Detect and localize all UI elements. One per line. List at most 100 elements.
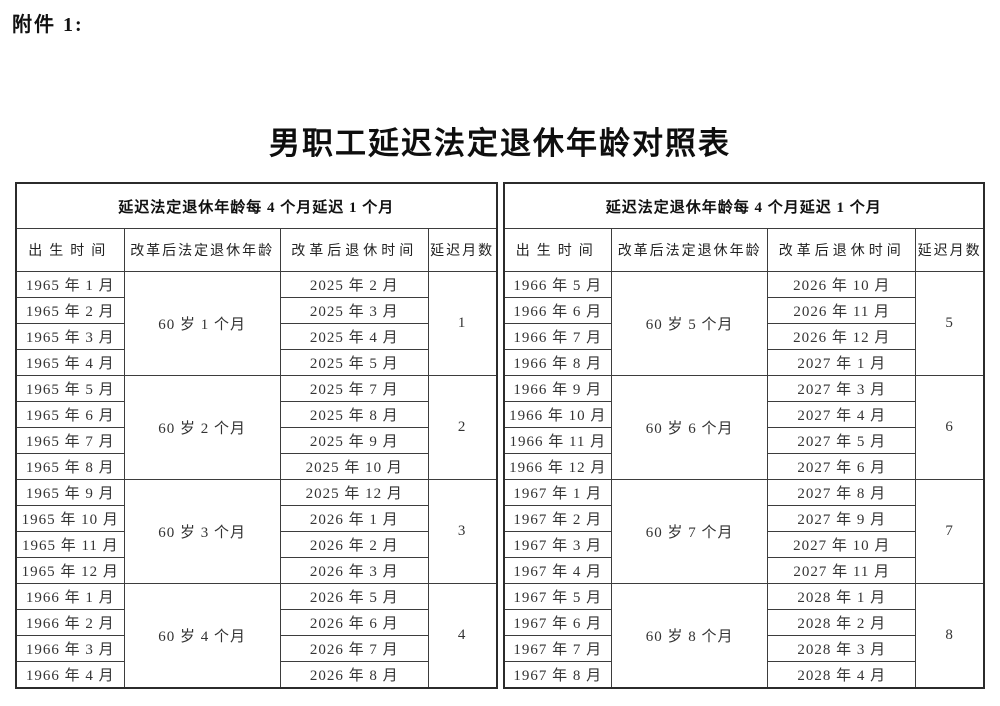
birth-cell: 1967 年 3 月: [502, 531, 613, 558]
retire-cell: 2026 年 2 月: [279, 531, 429, 558]
column-header-retire: 改革后退休时间: [767, 228, 917, 272]
table-row: 1965 年 1 月 60 岁 1 个月 2025 年 2 月 1: [15, 271, 498, 376]
table-row: 1967 年 8 月 2028 年 4 月: [502, 661, 985, 689]
retire-cell: 2026 年 3 月: [279, 557, 429, 584]
table-row: 出生时间 改革后法定退休年龄 改革后退休时间 延迟月数: [15, 228, 498, 272]
retire-cell: 2027 年 3 月: [767, 375, 917, 402]
column-header-age: 改革后法定退休年龄: [611, 228, 769, 272]
retire-cell: 2025 年 9 月: [279, 427, 429, 454]
age-cell: 60 岁 7 个月: [611, 479, 769, 584]
birth-cell: 1966 年 8 月: [502, 349, 613, 376]
retire-cell: 2025 年 4 月: [279, 323, 429, 350]
retire-cell: 2026 年 8 月: [279, 661, 429, 689]
retire-cell: 2027 年 9 月: [767, 505, 917, 532]
retire-cell: 2025 年 10 月: [279, 453, 429, 480]
birth-cell: 1965 年 7 月: [15, 427, 125, 454]
table-row: 1965 年 7 月 2025 年 9 月: [15, 427, 497, 454]
birth-cell: 1966 年 4 月: [15, 661, 125, 689]
table-row: 1966 年 9 月 60 岁 6 个月 2027 年 3 月 6: [502, 375, 985, 480]
table-row: 1967 年 7 月 2028 年 3 月: [502, 635, 985, 662]
table-span-header: 延迟法定退休年龄每 4 个月延迟 1 个月: [503, 182, 985, 229]
table-row: 1966 年 5 月 60 岁 5 个月 2026 年 10 月 5: [502, 271, 985, 376]
table-row: 1965 年 3 月 2025 年 4 月: [15, 323, 497, 350]
table-row: 1966 年 8 月 2027 年 1 月: [502, 349, 985, 376]
retire-cell: 2025 年 3 月: [279, 297, 429, 324]
delay-cell: 7: [915, 479, 985, 584]
delay-cell: 3: [427, 479, 498, 584]
table-row: 1965 年 2 月 2025 年 3 月: [15, 297, 497, 324]
birth-cell: 1967 年 7 月: [502, 635, 613, 662]
retirement-table-right: 延迟法定退休年龄每 4 个月延迟 1 个月 出生时间 改革后法定退休年龄 改革后…: [502, 182, 985, 689]
birth-cell: 1966 年 6 月: [502, 297, 613, 324]
retire-cell: 2027 年 10 月: [767, 531, 917, 558]
birth-cell: 1965 年 2 月: [15, 297, 125, 324]
retire-cell: 2028 年 4 月: [767, 661, 917, 689]
retire-cell: 2027 年 5 月: [767, 427, 917, 454]
column-header-birth: 出生时间: [15, 228, 125, 272]
column-header-retire: 改革后退休时间: [279, 228, 429, 272]
birth-cell: 1966 年 3 月: [15, 635, 125, 662]
table-row: 1967 年 6 月 2028 年 2 月: [502, 609, 985, 636]
age-cell: 60 岁 3 个月: [123, 479, 281, 584]
birth-cell: 1965 年 12 月: [15, 557, 125, 584]
birth-cell: 1965 年 5 月: [15, 375, 125, 402]
retire-cell: 2028 年 2 月: [767, 609, 917, 636]
column-header-delay: 延迟月数: [427, 228, 498, 272]
birth-cell: 1966 年 2 月: [15, 609, 125, 636]
delay-cell: 6: [915, 375, 985, 480]
retire-cell: 2027 年 11 月: [767, 557, 917, 584]
retire-cell: 2026 年 6 月: [279, 609, 429, 636]
retirement-table-left: 延迟法定退休年龄每 4 个月延迟 1 个月 出生时间 改革后法定退休年龄 改革后…: [15, 182, 498, 689]
table-row: 1966 年 6 月 2026 年 11 月: [502, 297, 985, 324]
retire-cell: 2025 年 12 月: [279, 479, 429, 506]
birth-cell: 1967 年 6 月: [502, 609, 613, 636]
age-cell: 60 岁 2 个月: [123, 375, 281, 480]
delay-cell: 1: [427, 271, 498, 376]
birth-cell: 1965 年 11 月: [15, 531, 125, 558]
birth-cell: 1965 年 10 月: [15, 505, 125, 532]
retire-cell: 2028 年 3 月: [767, 635, 917, 662]
birth-cell: 1966 年 1 月: [15, 583, 125, 610]
table-row: 1965 年 9 月 60 岁 3 个月 2025 年 12 月 3: [15, 479, 498, 584]
table-row: 1966 年 10 月 2027 年 4 月: [502, 401, 985, 428]
table-row: 1965 年 5 月 60 岁 2 个月 2025 年 7 月 2: [15, 375, 498, 480]
table-row: 1966 年 4 月 2026 年 8 月: [15, 661, 497, 689]
retire-cell: 2026 年 11 月: [767, 297, 917, 324]
table-row: 延迟法定退休年龄每 4 个月延迟 1 个月: [503, 182, 985, 229]
retire-cell: 2027 年 1 月: [767, 349, 917, 376]
table-row: 1967 年 3 月 2027 年 10 月: [502, 531, 985, 558]
retire-cell: 2026 年 1 月: [279, 505, 429, 532]
birth-cell: 1965 年 9 月: [15, 479, 125, 506]
table-row: 1966 年 3 月 2026 年 7 月: [15, 635, 497, 662]
retire-cell: 2025 年 2 月: [279, 271, 429, 298]
delay-cell: 2: [427, 375, 498, 480]
birth-cell: 1966 年 9 月: [502, 375, 613, 402]
birth-cell: 1967 年 8 月: [502, 661, 613, 689]
retire-cell: 2026 年 12 月: [767, 323, 917, 350]
table-row: 1965 年 8 月 2025 年 10 月: [15, 453, 497, 480]
table-row: 1966 年 7 月 2026 年 12 月: [502, 323, 985, 350]
birth-cell: 1965 年 1 月: [15, 271, 125, 298]
age-cell: 60 岁 8 个月: [611, 583, 769, 689]
retire-cell: 2025 年 8 月: [279, 401, 429, 428]
birth-cell: 1966 年 12 月: [502, 453, 613, 480]
retire-cell: 2026 年 10 月: [767, 271, 917, 298]
birth-cell: 1967 年 4 月: [502, 557, 613, 584]
birth-cell: 1966 年 11 月: [502, 427, 613, 454]
birth-cell: 1966 年 5 月: [502, 271, 613, 298]
table-row: 延迟法定退休年龄每 4 个月延迟 1 个月: [15, 182, 497, 229]
table-row: 1966 年 2 月 2026 年 6 月: [15, 609, 497, 636]
table-row: 1967 年 5 月 60 岁 8 个月 2028 年 1 月 8: [502, 583, 985, 689]
birth-cell: 1965 年 3 月: [15, 323, 125, 350]
column-header-delay: 延迟月数: [915, 228, 985, 272]
column-header-birth: 出生时间: [502, 228, 613, 272]
age-cell: 60 岁 1 个月: [123, 271, 281, 376]
column-header-age: 改革后法定退休年龄: [123, 228, 281, 272]
birth-cell: 1967 年 1 月: [502, 479, 613, 506]
birth-cell: 1965 年 4 月: [15, 349, 125, 376]
table-row: 1965 年 4 月 2025 年 5 月: [15, 349, 497, 376]
table-span-header: 延迟法定退休年龄每 4 个月延迟 1 个月: [15, 182, 497, 229]
table-row: 1967 年 1 月 60 岁 7 个月 2027 年 8 月 7: [502, 479, 985, 584]
retire-cell: 2027 年 8 月: [767, 479, 917, 506]
table-row: 1965 年 10 月 2026 年 1 月: [15, 505, 497, 532]
